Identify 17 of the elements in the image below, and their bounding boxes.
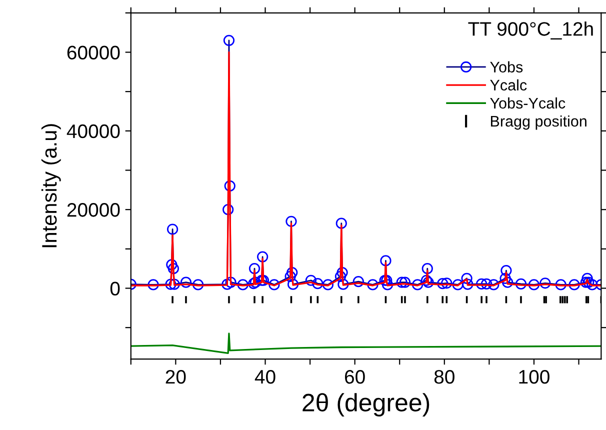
x-tick-label: 60 bbox=[345, 370, 365, 384]
y-tick-label: 40000 bbox=[66, 124, 120, 138]
x-tick-label: 80 bbox=[434, 370, 454, 384]
annotation: TT 900°C_12h bbox=[468, 22, 593, 40]
line-series bbox=[130, 332, 602, 354]
x-tick-label: 100 bbox=[519, 370, 550, 384]
legend-label: Yobs-Ycalc bbox=[490, 97, 566, 109]
legend-label: Ycalc bbox=[490, 79, 527, 91]
x-tick-label: 20 bbox=[166, 370, 186, 384]
y-tick-label: 20000 bbox=[67, 203, 120, 217]
y-tick-label: 0 bbox=[110, 282, 120, 296]
y-axis-title: Intensity (a.u) bbox=[41, 124, 61, 248]
legend-label: Bragg position bbox=[490, 115, 586, 130]
legend-label: Yobs bbox=[490, 61, 523, 72]
y-tick-label: 60000 bbox=[67, 46, 120, 60]
x-axis-title: 2θ (degree) bbox=[302, 393, 430, 416]
x-tick-label: 40 bbox=[254, 370, 276, 384]
